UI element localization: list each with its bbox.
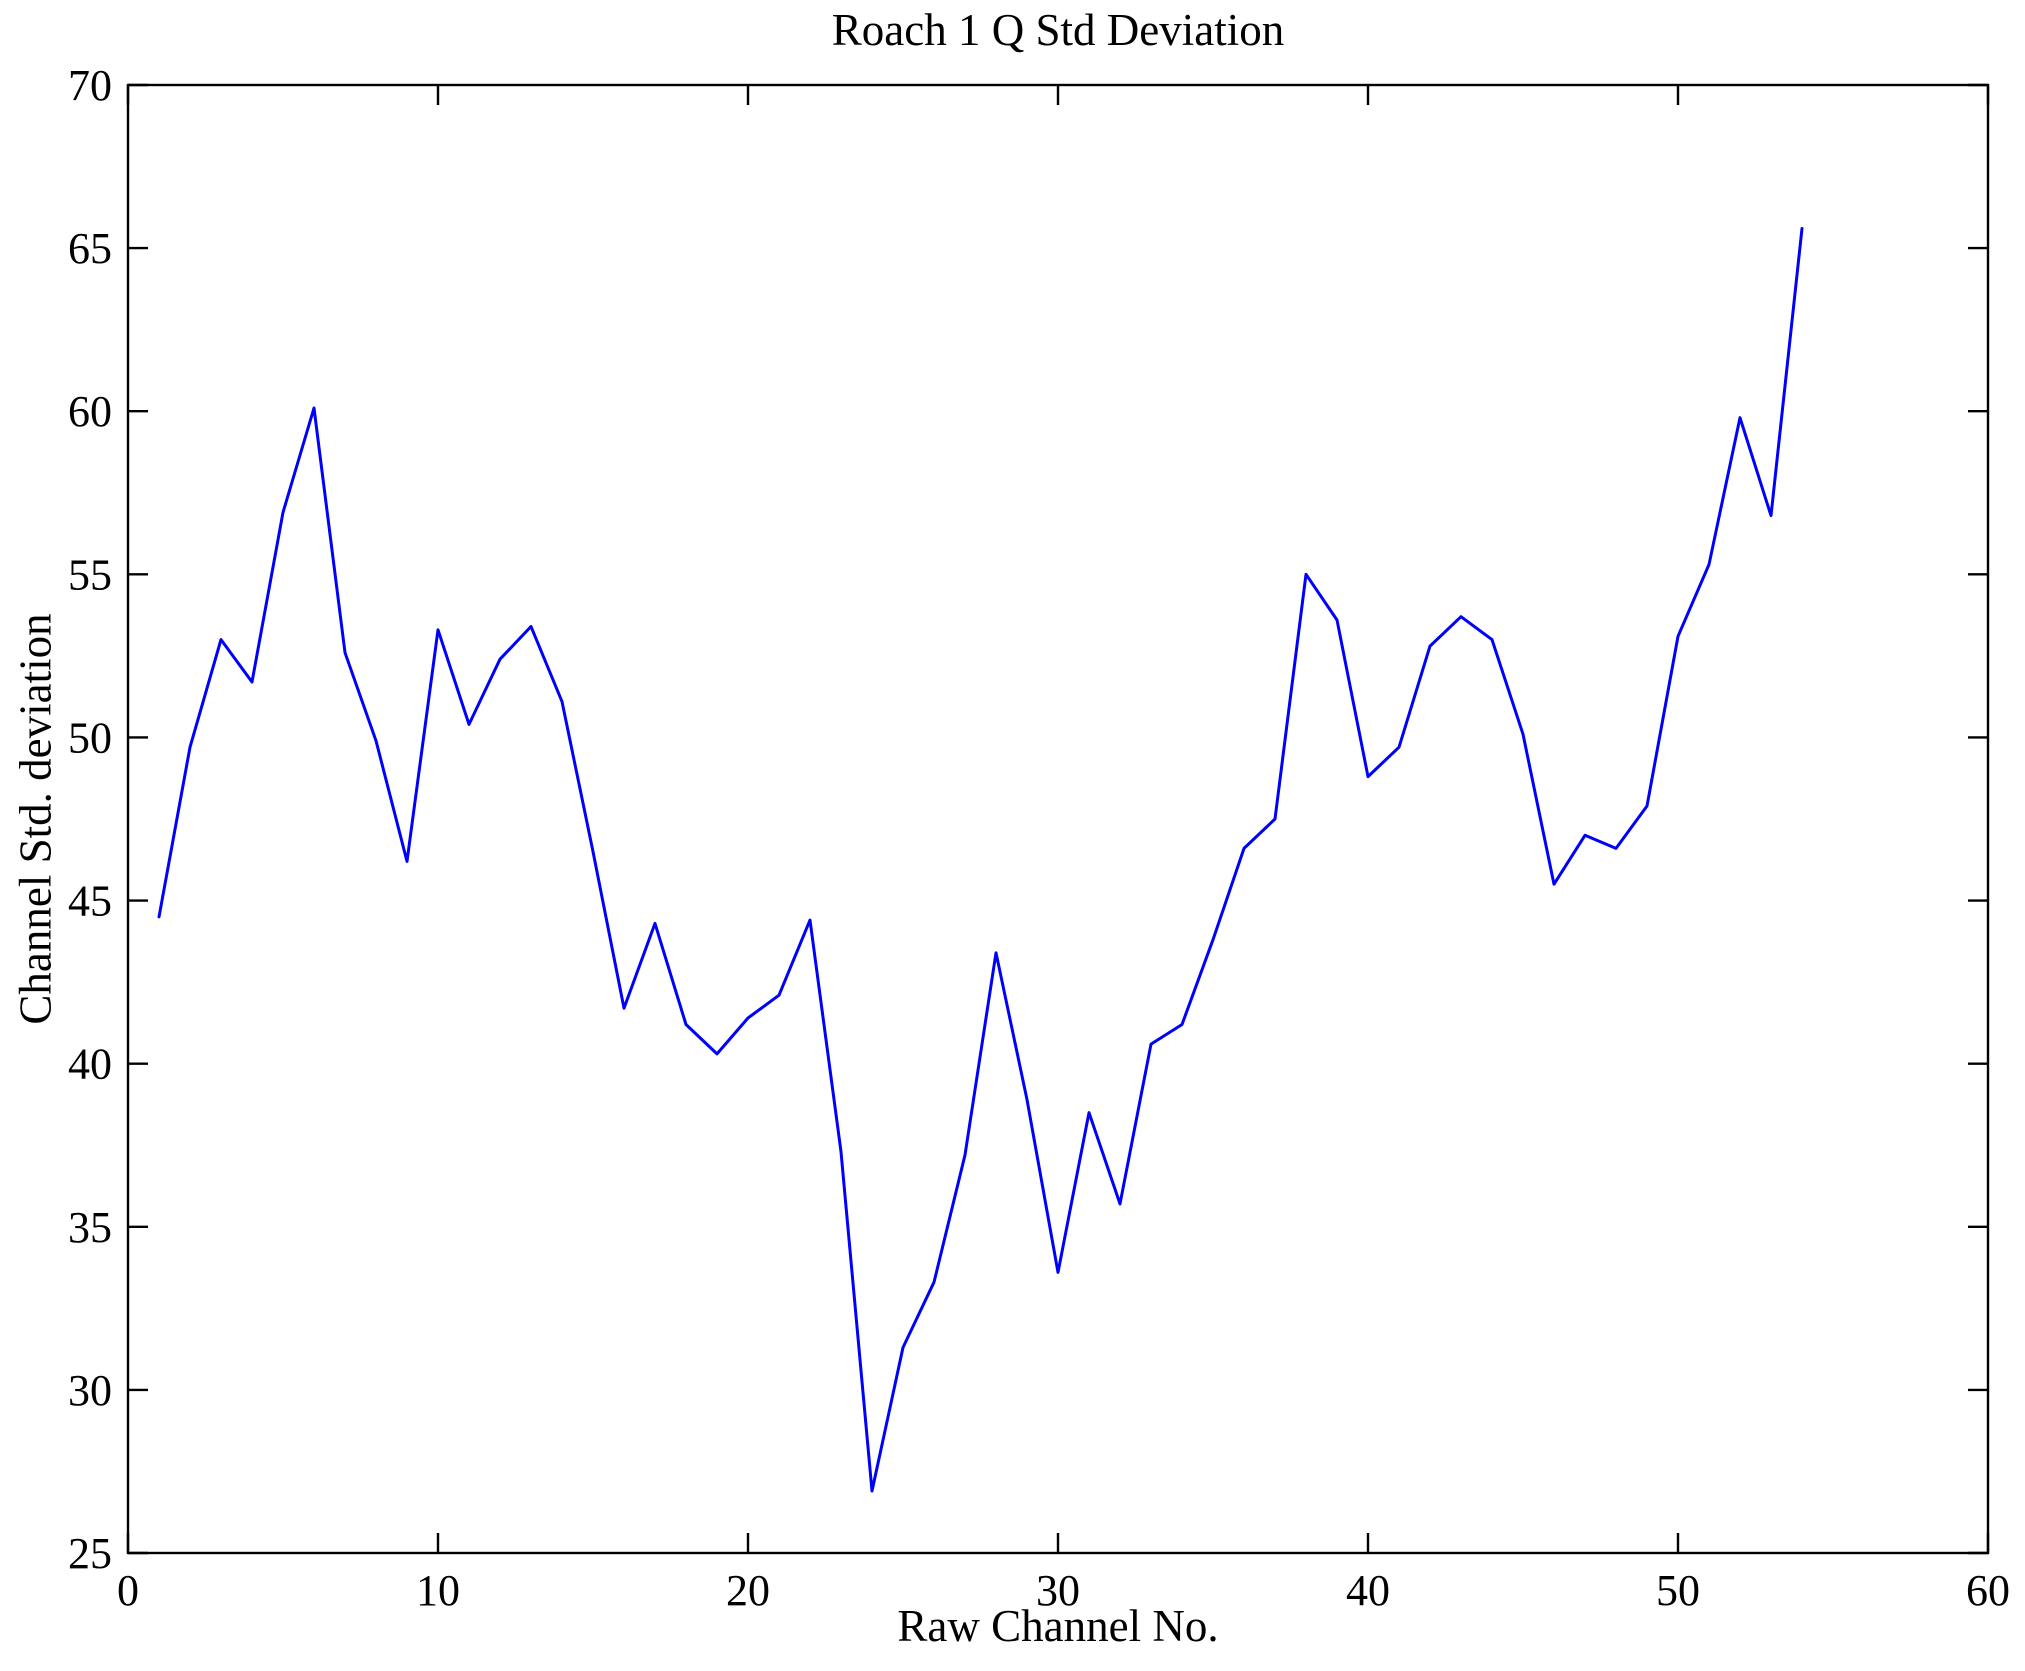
x-tick-label: 20 [726,1566,770,1615]
y-tick-label: 40 [68,1040,112,1089]
chart-title: Roach 1 Q Std Deviation [831,5,1285,55]
axes-box [126,83,1990,1555]
x-tick-label: 40 [1346,1566,1390,1615]
y-tick-label: 25 [68,1529,112,1578]
y-tick-label: 60 [68,387,112,436]
y-tick-label: 30 [68,1366,112,1415]
x-tick-label: 30 [1036,1566,1080,1615]
data-line [157,227,1804,1493]
x-tick-label: 60 [1966,1566,2010,1615]
x-axis-label: Raw Channel No. [897,1601,1219,1651]
x-tick-label: 10 [416,1566,460,1615]
y-tick-label: 70 [68,61,112,110]
y-tick-label: 45 [68,877,112,926]
x-tick-label: 0 [117,1566,139,1615]
y-tick-label: 50 [68,713,112,762]
y-tick-label: 65 [68,224,112,273]
x-tick-label: 50 [1656,1566,1700,1615]
y-tick-label: 55 [68,550,112,599]
y-tick-label: 35 [68,1203,112,1252]
